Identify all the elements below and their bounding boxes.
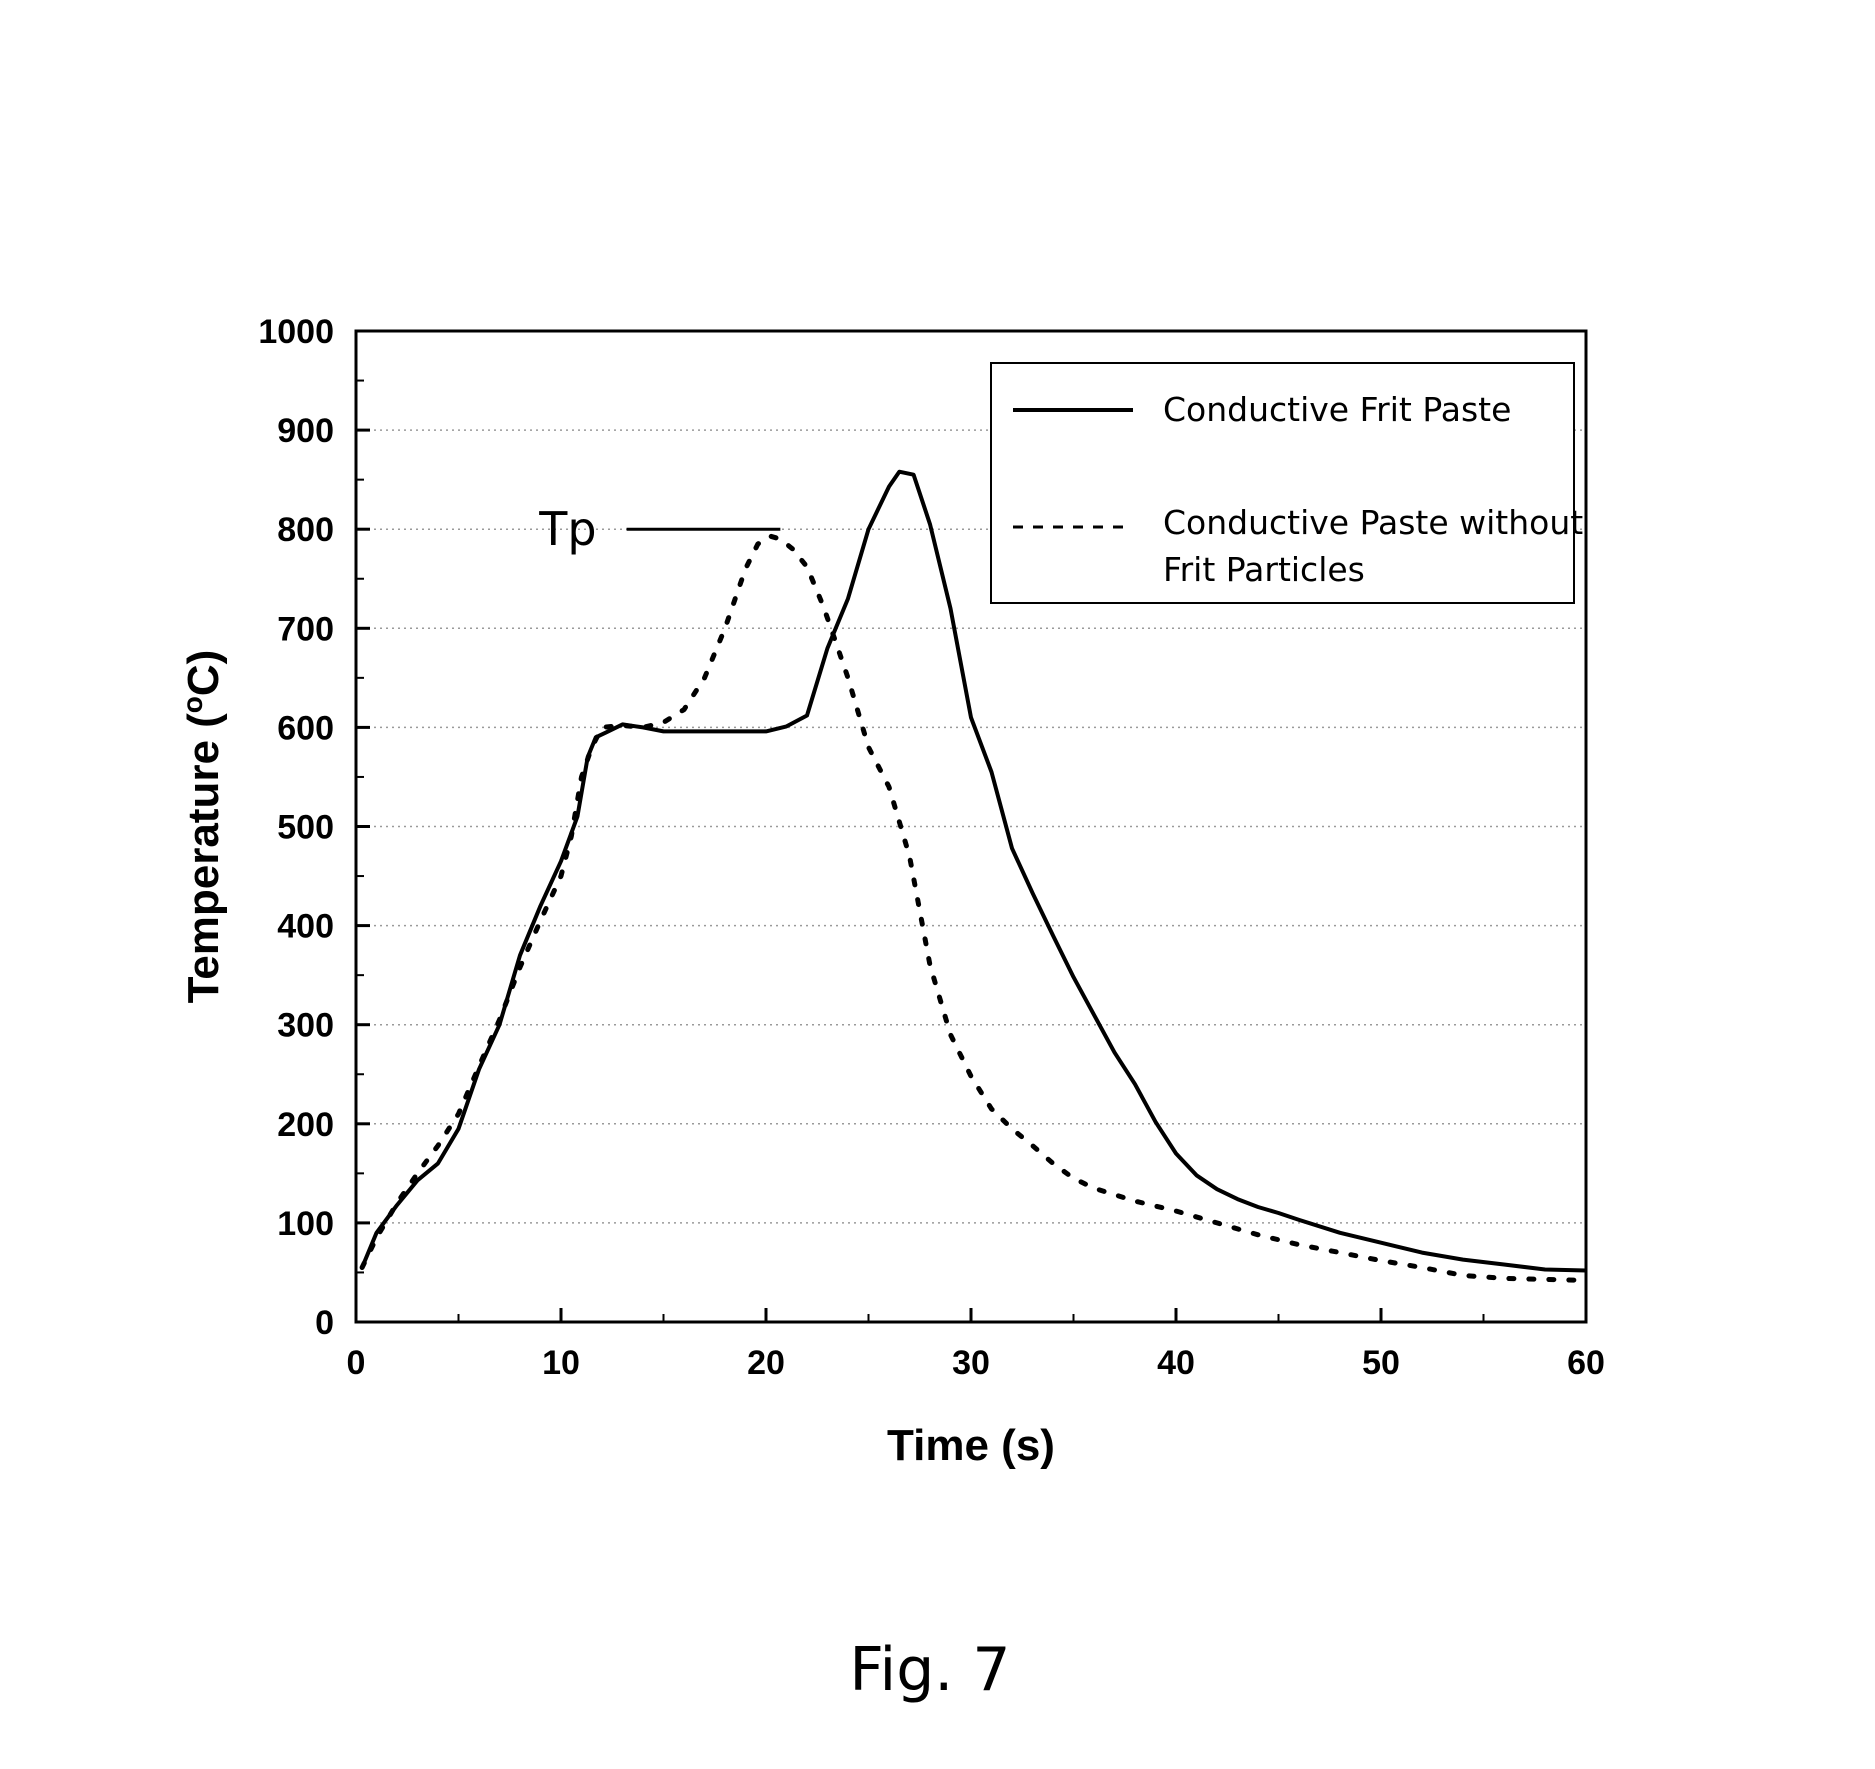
series-line-2 [362, 536, 1586, 1280]
y-axis-title: Temperature (oC) [177, 650, 228, 1004]
x-tick-label: 60 [1567, 1344, 1605, 1382]
x-tick-label: 50 [1362, 1344, 1400, 1382]
y-tick-label: 800 [277, 511, 334, 549]
y-tick-label: 300 [277, 1007, 334, 1045]
figure-caption: Fig. 7 [849, 1635, 1010, 1705]
y-axis-title-tail: C) [179, 650, 228, 696]
annotation-label: Tp [538, 502, 596, 556]
y-tick-label: 700 [277, 610, 334, 648]
legend-label-1: Conductive Frit Paste [1163, 390, 1511, 429]
y-tick-label: 200 [277, 1106, 334, 1144]
y-tick-label: 0 [315, 1304, 334, 1342]
y-tick-label: 400 [277, 908, 334, 946]
x-tick-label: 10 [542, 1344, 580, 1382]
x-tick-label: 40 [1157, 1344, 1195, 1382]
y-tick-label: 500 [277, 809, 334, 847]
x-tick-label: 30 [952, 1344, 990, 1382]
y-axis-title-superscript: o [177, 696, 208, 713]
legend: Conductive Frit PasteConductive Paste wi… [991, 363, 1583, 603]
x-tick-label: 20 [747, 1344, 785, 1382]
x-axis-title: Time (s) [887, 1421, 1055, 1470]
y-axis-title-main: Temperature ( [179, 713, 228, 1003]
y-tick-label: 600 [277, 709, 334, 747]
y-tick-label: 1000 [258, 313, 334, 351]
x-tick-label: 0 [347, 1344, 366, 1382]
annotation-layer: Tp [538, 502, 780, 556]
y-tick-label: 900 [277, 412, 334, 450]
y-tick-label: 100 [277, 1205, 334, 1243]
